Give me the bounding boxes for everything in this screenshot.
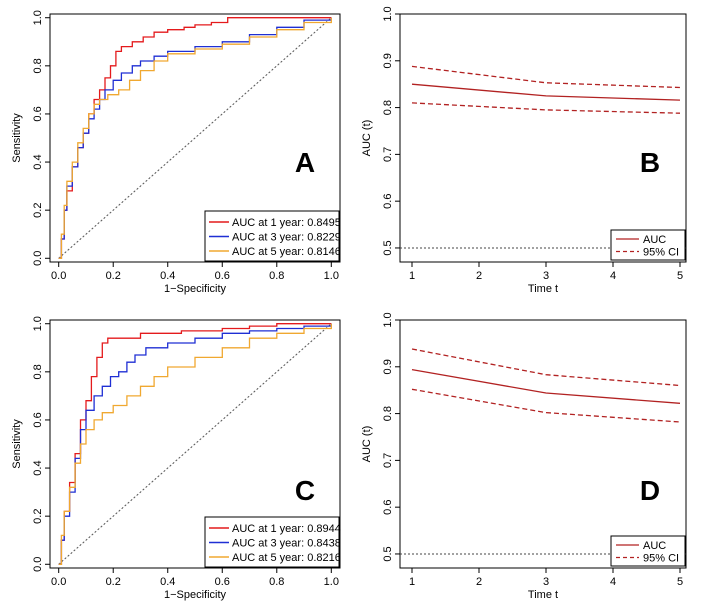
reference-diagonal [58,17,332,259]
y-tick-label: 0.8 [32,364,44,379]
panel-b: 1 2 3 4 5 0.5 0.6 0.7 0.8 0.9 1.0 Time t AUC (t) AUC9… [361,6,687,295]
legend-label: 95% CI [643,553,679,565]
x-tick-label: 1.0 [324,576,339,588]
roc-curve-3 [58,323,332,565]
ci-line [411,65,681,89]
y-tick-label: 0.7 [382,453,394,468]
x-tick-label: 1 [409,576,415,588]
x-axis-label: Time t [528,283,558,295]
plot-frame [49,13,341,263]
y-tick-label: 0.0 [32,557,44,572]
ci-line [411,348,681,387]
x-axis-label: Time t [528,589,558,601]
x-tick-label: 3 [543,576,549,588]
y-tick-label: 0.9 [382,359,394,374]
x-tick-label: 0.6 [215,270,230,282]
y-tick-label: 1.0 [32,10,44,25]
y-tick-label: 1.0 [382,6,394,21]
y-tick-label: 0.6 [382,194,394,209]
y-tick-label: 0.9 [382,53,394,68]
y-tick-label: 0.5 [382,240,394,255]
ci-line [411,388,681,423]
x-tick-label: 1 [409,270,415,282]
y-tick-label: 0.4 [32,460,44,475]
y-tick-label: 1.0 [382,312,394,327]
legend-label: AUC at 5 year: 0.8216 [232,552,341,564]
x-tick-label: 0.8 [269,270,284,282]
legend-box [610,229,686,261]
panel-a: 0.0 0.2 0.4 0.6 0.8 1.0 0.0 0.2 0.4 0.6 0.8 1.0 1−Sp… [11,10,341,295]
legend-label: AUC at 3 year: 0.8229 [232,232,341,244]
panel-c: 0.0 0.2 0.4 0.6 0.8 1.0 0.0 0.2 0.4 0.6 0.8 1.0 1−Sp… [11,316,341,601]
x-axis-label: 1−Specificity [164,589,227,601]
x-tick-label: 0.0 [51,270,66,282]
auc-line [411,368,681,404]
y-tick-label: 0.0 [32,251,44,266]
legend-label: AUC at 3 year: 0.8438 [232,538,341,550]
x-tick-label: 0.4 [160,576,175,588]
x-axis-label: 1−Specificity [164,283,227,295]
roc-curve-2 [58,323,332,565]
x-tick-label: 3 [543,270,549,282]
panel-letter: A [295,147,315,178]
y-tick-label: 1.0 [32,316,44,331]
roc-curve-3 [58,17,332,259]
y-axis-label: Sensitivity [11,419,23,469]
legend-label: AUC at 1 year: 0.8944 [232,523,341,535]
y-axis-label: Sensitivity [11,113,23,163]
y-tick-label: 0.8 [32,58,44,73]
y-tick-label: 0.6 [32,412,44,427]
x-tick-label: 5 [677,576,683,588]
panel-d: 1 2 3 4 5 0.5 0.6 0.7 0.8 0.9 1.0 Time t AUC (t) AUC9… [361,312,687,601]
x-tick-label: 4 [610,270,616,282]
ci-line [411,102,681,114]
x-tick-label: 1.0 [324,270,339,282]
legend-label: AUC at 1 year: 0.8495 [232,217,341,229]
x-tick-label: 0.6 [215,576,230,588]
legend-label: AUC at 5 year: 0.8146 [232,246,341,258]
y-tick-label: 0.5 [382,546,394,561]
x-tick-label: 2 [476,270,482,282]
x-tick-label: 0.0 [51,576,66,588]
x-tick-label: 2 [476,576,482,588]
reference-diagonal [58,323,332,565]
y-axis-label: AUC (t) [361,120,373,157]
x-tick-label: 4 [610,576,616,588]
legend-label: AUC [643,540,666,552]
y-axis-label: AUC (t) [361,426,373,463]
y-tick-label: 0.4 [32,154,44,169]
y-tick-label: 0.2 [32,203,44,218]
y-tick-label: 0.8 [382,406,394,421]
legend-label: AUC [643,234,666,246]
legend-box [610,535,686,567]
plot-frame [399,13,687,263]
auc-line [411,83,681,101]
panel-letter: C [295,475,315,506]
plot-frame [399,319,687,569]
plot-frame [49,319,341,569]
y-tick-label: 0.6 [32,106,44,121]
y-tick-label: 0.7 [382,147,394,162]
panel-letter: B [640,147,660,178]
x-tick-label: 0.2 [106,270,121,282]
x-tick-label: 0.4 [160,270,175,282]
x-tick-label: 0.2 [106,576,121,588]
y-tick-label: 0.6 [382,500,394,515]
panel-letter: D [640,475,660,506]
x-tick-label: 0.8 [269,576,284,588]
y-tick-label: 0.2 [32,509,44,524]
x-tick-label: 5 [677,270,683,282]
y-tick-label: 0.8 [382,100,394,115]
legend-label: 95% CI [643,247,679,259]
